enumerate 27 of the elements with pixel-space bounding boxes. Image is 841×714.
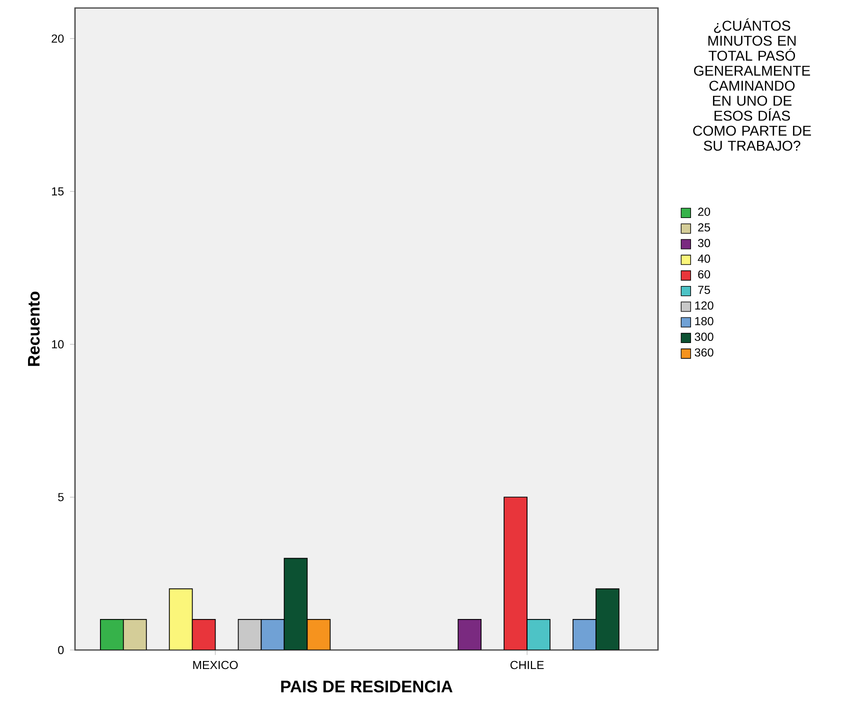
bar bbox=[284, 558, 308, 650]
bar bbox=[260, 619, 285, 650]
legend-label: 60 bbox=[698, 270, 710, 278]
bar bbox=[572, 619, 596, 650]
bar bbox=[192, 619, 216, 650]
bar bbox=[596, 588, 620, 650]
y-tick-label: 20 bbox=[52, 34, 64, 43]
legend-label: 120 bbox=[695, 301, 714, 310]
y-tick-label: 5 bbox=[58, 493, 64, 502]
y-axis-title: Recuento bbox=[28, 292, 40, 366]
bar bbox=[458, 619, 482, 650]
legend-label: 30 bbox=[698, 238, 710, 248]
text: ¿CUÁNTOS MINUTOS EN TOTAL PASÓ GENERALMENTE CAMINANDO EN UNO DE ESOS DÍAS COMO PARTE DE SU TRABAJO? bbox=[693, 18, 811, 151]
legend-label: 180 bbox=[695, 317, 714, 326]
x-tick-label: MEXICO bbox=[193, 660, 238, 670]
legend-label: 20 bbox=[698, 208, 710, 216]
x-tick-label: CHILE bbox=[510, 660, 544, 670]
y-tick-label: 10 bbox=[52, 340, 64, 348]
legend-label: 300 bbox=[694, 332, 714, 341]
legend-label: 25 bbox=[698, 223, 710, 232]
legend-label: 40 bbox=[698, 254, 710, 263]
y-tick-label: 15 bbox=[52, 187, 64, 196]
bar bbox=[504, 496, 528, 650]
legend-label: 75 bbox=[698, 286, 710, 294]
y-tick-label: 0 bbox=[58, 646, 64, 654]
x-axis-title: PAIS DE RESIDENCIA bbox=[281, 680, 452, 692]
legend-label: 360 bbox=[694, 348, 714, 357]
